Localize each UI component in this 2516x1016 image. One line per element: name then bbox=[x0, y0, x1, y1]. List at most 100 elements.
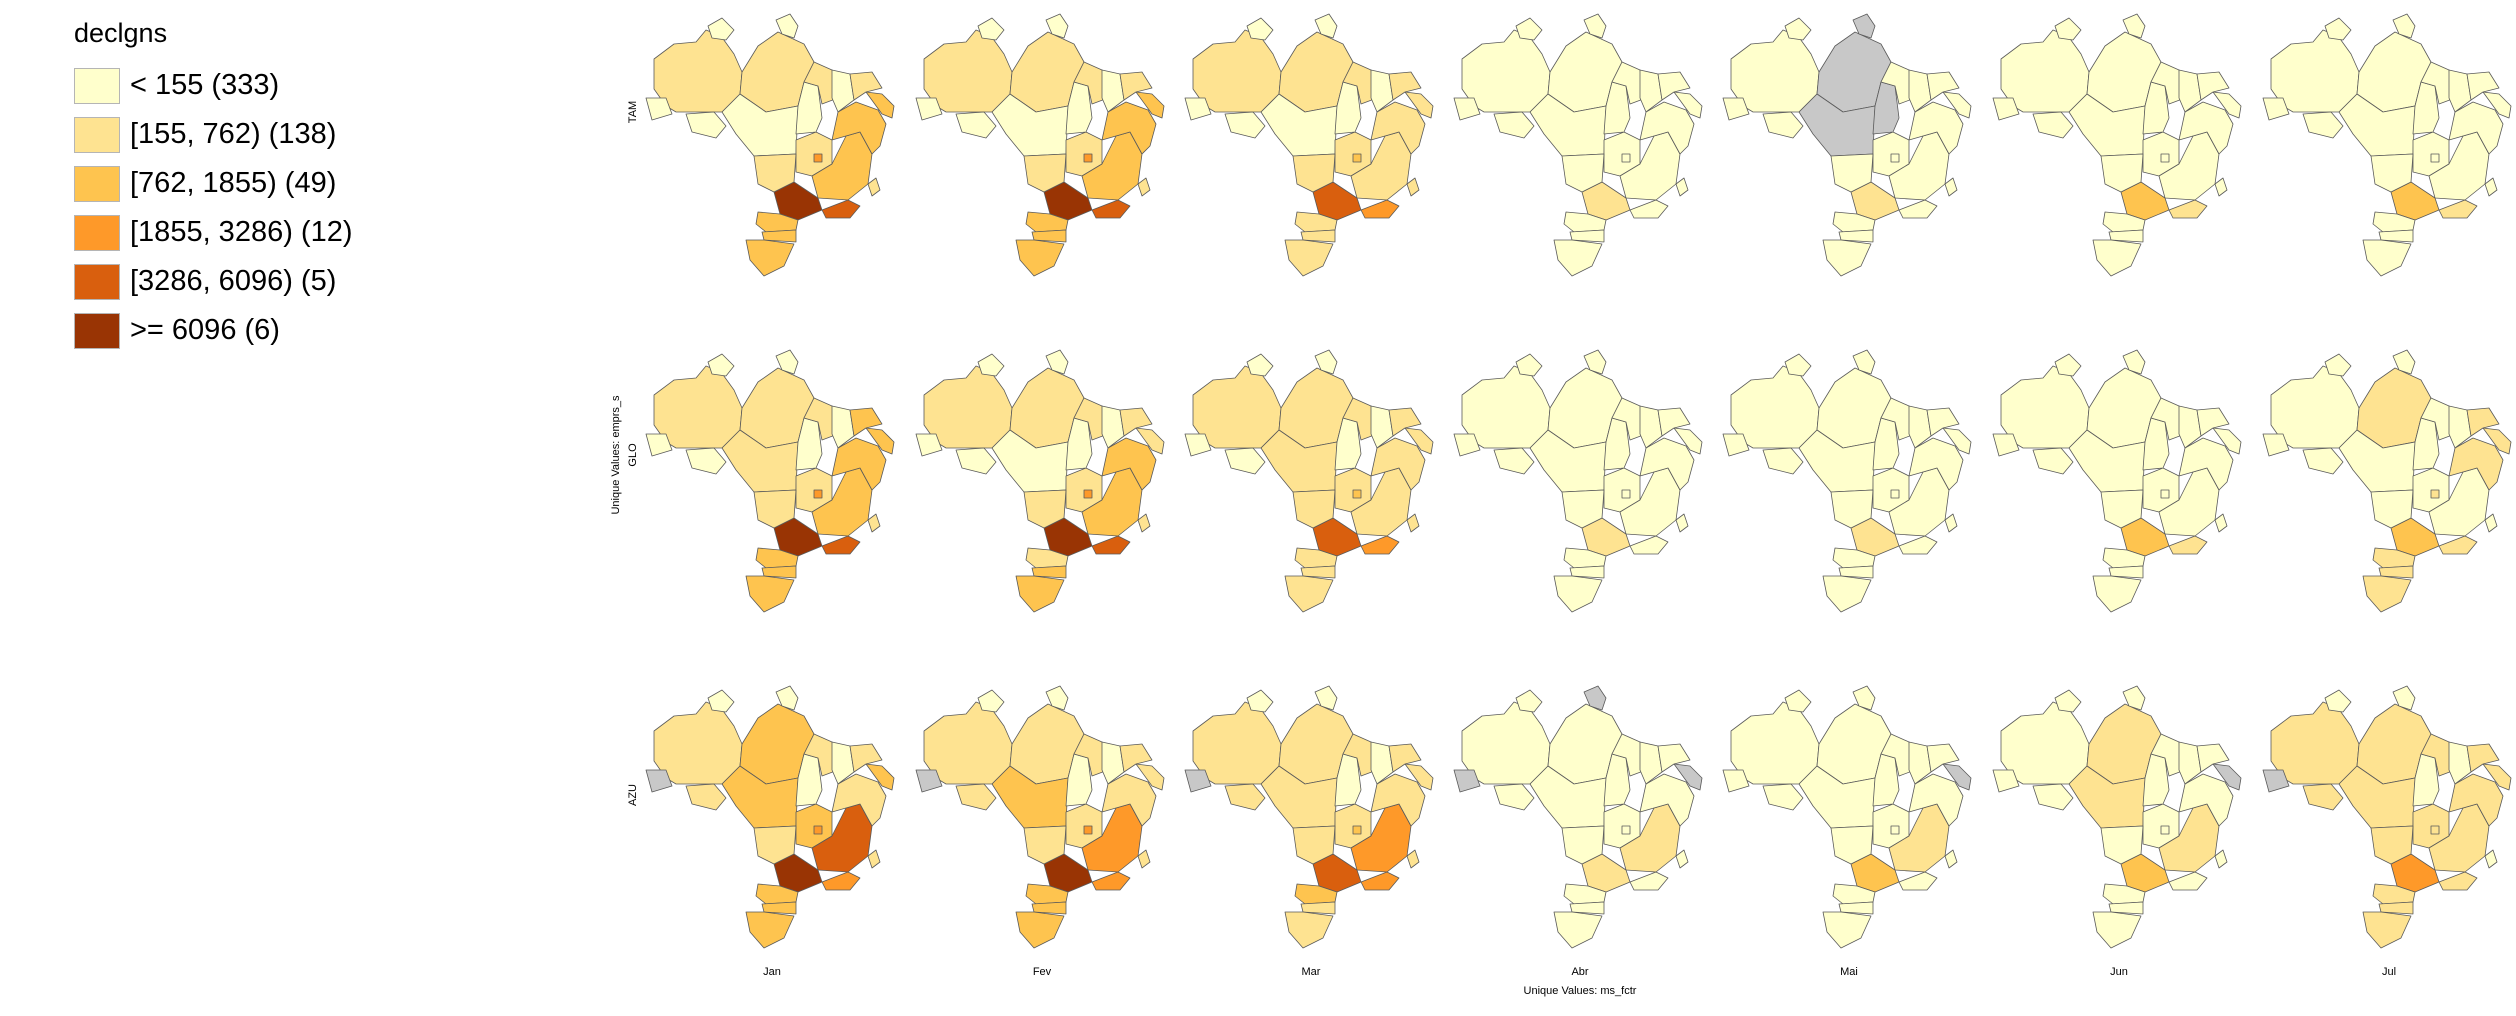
state-NE bbox=[1942, 427, 1972, 455]
state-PI bbox=[2448, 405, 2472, 449]
map-panel-GLO-Abr bbox=[1453, 349, 1703, 613]
state-BA bbox=[1101, 773, 1157, 827]
state-AM bbox=[653, 365, 743, 449]
state-AM bbox=[2000, 365, 2090, 449]
state-CE bbox=[1388, 743, 1422, 773]
state-RS bbox=[2362, 911, 2412, 949]
state-RJ bbox=[1091, 871, 1131, 891]
state-RR bbox=[1246, 689, 1274, 713]
state-PI bbox=[831, 405, 855, 449]
state-AP bbox=[1045, 13, 1069, 39]
state-PI bbox=[1101, 405, 1125, 449]
state-ES bbox=[2484, 849, 2498, 869]
state-RJ bbox=[1360, 871, 1400, 891]
state-ES bbox=[1406, 513, 1420, 533]
state-CE bbox=[2196, 743, 2230, 773]
legend-item: [762, 1855) (49) bbox=[74, 159, 352, 208]
state-AP bbox=[775, 349, 799, 375]
state-SC bbox=[1569, 229, 1605, 243]
state-MS bbox=[2100, 825, 2144, 865]
state-AP bbox=[2392, 349, 2416, 375]
state-RR bbox=[1784, 689, 1812, 713]
state-ES bbox=[1675, 513, 1689, 533]
state-DF bbox=[813, 489, 823, 499]
map-panel-TAM-Jul bbox=[2262, 13, 2512, 277]
state-AC bbox=[1453, 769, 1481, 793]
state-RR bbox=[707, 353, 735, 377]
state-AP bbox=[1852, 685, 1876, 711]
state-ES bbox=[1137, 177, 1151, 197]
state-AM bbox=[653, 29, 743, 113]
state-RS bbox=[745, 239, 795, 277]
state-AC bbox=[1453, 433, 1481, 457]
state-MS bbox=[1561, 153, 1605, 193]
map-panel-TAM-Mar bbox=[1184, 13, 1434, 277]
state-AP bbox=[1583, 13, 1607, 39]
state-RR bbox=[1515, 17, 1543, 41]
state-NE bbox=[1942, 91, 1972, 119]
state-RS bbox=[1015, 239, 1065, 277]
state-AM bbox=[653, 701, 743, 785]
state-NE bbox=[1404, 91, 1434, 119]
state-AC bbox=[1184, 97, 1212, 121]
state-AC bbox=[915, 433, 943, 457]
state-MS bbox=[1292, 489, 1336, 529]
state-PI bbox=[1370, 741, 1394, 785]
state-RO bbox=[2302, 111, 2344, 139]
state-AC bbox=[915, 769, 943, 793]
state-NE bbox=[2212, 763, 2242, 791]
state-NE bbox=[1404, 427, 1434, 455]
state-AC bbox=[2262, 769, 2290, 793]
state-BA bbox=[831, 101, 887, 155]
legend-swatch bbox=[74, 214, 120, 251]
state-PI bbox=[2178, 69, 2202, 113]
state-ES bbox=[867, 513, 881, 533]
state-RS bbox=[1553, 239, 1603, 277]
state-BA bbox=[2448, 437, 2504, 491]
row-label-AZU: AZU bbox=[627, 784, 639, 806]
state-MS bbox=[1830, 825, 1874, 865]
state-AC bbox=[1722, 433, 1750, 457]
map-panel-AZU-Jun bbox=[1992, 685, 2242, 949]
state-PI bbox=[1370, 69, 1394, 113]
state-MS bbox=[2100, 489, 2144, 529]
state-RS bbox=[1553, 911, 1603, 949]
state-PI bbox=[1639, 741, 1663, 785]
state-RO bbox=[2032, 111, 2074, 139]
state-SC bbox=[1031, 901, 1067, 915]
state-RJ bbox=[1898, 535, 1938, 555]
state-RO bbox=[685, 783, 727, 811]
state-DF bbox=[1352, 153, 1362, 163]
legend-item: < 155 (333) bbox=[74, 61, 352, 110]
state-RO bbox=[2302, 783, 2344, 811]
state-RJ bbox=[2438, 199, 2478, 219]
state-CE bbox=[2466, 407, 2500, 437]
state-RJ bbox=[2168, 871, 2208, 891]
state-AM bbox=[1461, 701, 1551, 785]
state-NE bbox=[1673, 763, 1703, 791]
state-DF bbox=[2430, 153, 2440, 163]
state-RR bbox=[2054, 17, 2082, 41]
state-RS bbox=[2092, 911, 2142, 949]
map-panel-TAM-Fev bbox=[915, 13, 1165, 277]
state-DF bbox=[1890, 825, 1900, 835]
state-NE bbox=[1135, 763, 1165, 791]
column-label-Jul: Jul bbox=[2382, 966, 2396, 978]
state-PI bbox=[2178, 741, 2202, 785]
state-AP bbox=[2392, 13, 2416, 39]
state-ES bbox=[1406, 177, 1420, 197]
state-MS bbox=[2370, 825, 2414, 865]
state-AP bbox=[1583, 685, 1607, 711]
state-AP bbox=[1852, 13, 1876, 39]
state-AC bbox=[1184, 769, 1212, 793]
state-AP bbox=[1583, 349, 1607, 375]
state-AM bbox=[2270, 365, 2360, 449]
map-panel-AZU-Jul bbox=[2262, 685, 2512, 949]
state-BA bbox=[2448, 773, 2504, 827]
map-panel-GLO-Mar bbox=[1184, 349, 1434, 613]
state-RO bbox=[1493, 111, 1535, 139]
state-AM bbox=[1730, 701, 1820, 785]
row-label-TAM: TAM bbox=[627, 101, 639, 123]
state-AP bbox=[775, 685, 799, 711]
state-AC bbox=[2262, 97, 2290, 121]
